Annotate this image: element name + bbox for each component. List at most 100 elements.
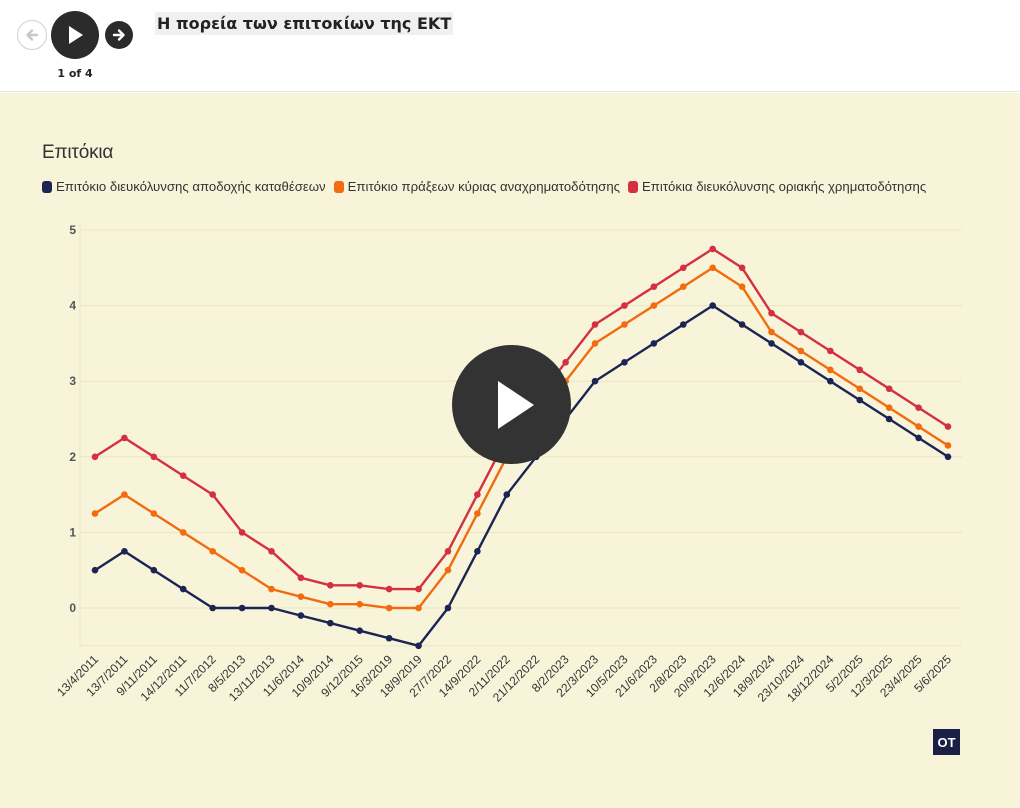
- data-point: [385, 585, 393, 593]
- data-point: [91, 566, 99, 574]
- data-point: [856, 396, 864, 404]
- data-point: [150, 510, 158, 517]
- data-point: [562, 359, 569, 366]
- publisher-logo: OT: [933, 729, 960, 755]
- play-icon: [69, 26, 83, 44]
- data-point: [268, 604, 275, 612]
- series-line-1: [94, 304, 949, 647]
- data-point: [591, 321, 599, 328]
- data-point: [415, 604, 422, 612]
- chart-legend: Επιτόκιο διευκόλυνσης αποδοχής καταθέσεω…: [42, 179, 926, 194]
- data-point: [738, 283, 746, 290]
- data-point: [179, 529, 187, 536]
- data-point: [327, 619, 334, 627]
- data-point: [327, 582, 334, 589]
- data-point: [679, 321, 687, 328]
- data-point: [474, 491, 481, 498]
- chart-title: Επιτόκια: [42, 142, 114, 163]
- data-point: [797, 328, 805, 336]
- data-point: [709, 264, 716, 272]
- data-point: [827, 347, 834, 355]
- story-toolbar: 1 of 4 Η πορεία των επιτοκίων της ΕΚΤ: [0, 0, 1020, 92]
- legend-swatch: [333, 180, 344, 193]
- data-point: [415, 642, 422, 650]
- data-point: [474, 548, 481, 555]
- data-point: [209, 604, 216, 612]
- data-point: [827, 377, 834, 385]
- y-tick-label: 4: [69, 299, 76, 313]
- data-point: [738, 321, 746, 328]
- y-tick-label: 3: [69, 374, 76, 388]
- data-point: [768, 309, 775, 317]
- data-point: [856, 385, 864, 393]
- data-point: [709, 245, 716, 253]
- data-point: [91, 510, 99, 517]
- next-button[interactable]: [105, 21, 133, 49]
- play-icon: [497, 380, 534, 429]
- data-point: [621, 359, 628, 366]
- data-point: [121, 491, 128, 498]
- arrow-left-icon: [26, 29, 39, 41]
- data-point: [356, 627, 364, 634]
- data-point: [297, 612, 305, 619]
- data-point: [679, 264, 687, 272]
- data-point: [268, 548, 275, 555]
- data-point: [150, 453, 158, 461]
- data-point: [356, 600, 364, 608]
- video-play-overlay-button[interactable]: [452, 345, 571, 464]
- legend-item-marginal-lending[interactable]: Επιτόκια διευκόλυνσης οριακής χρηματοδότ…: [628, 179, 926, 194]
- data-point: [385, 634, 393, 642]
- data-point: [179, 472, 187, 480]
- data-point: [621, 302, 628, 309]
- y-tick-label: 0: [69, 601, 76, 615]
- data-point: [709, 302, 716, 309]
- data-point: [150, 566, 158, 574]
- data-point: [444, 566, 452, 574]
- legend-swatch: [42, 180, 52, 193]
- data-point: [885, 415, 893, 423]
- data-point: [797, 359, 805, 366]
- previous-button[interactable]: [17, 20, 47, 50]
- story-title: Η πορεία των επιτοκίων της ΕΚΤ: [155, 12, 454, 35]
- data-point: [209, 491, 216, 498]
- data-point: [238, 529, 246, 536]
- legend-label: Επιτόκιο διευκόλυνσης αποδοχής καταθέσεω…: [56, 179, 326, 194]
- data-point: [621, 321, 628, 328]
- data-point: [885, 385, 893, 393]
- data-point: [474, 510, 481, 517]
- data-point: [268, 585, 275, 593]
- y-tick-label: 1: [69, 525, 76, 539]
- legend-label: Επιτόκια διευκόλυνσης οριακής χρηματοδότ…: [642, 179, 927, 194]
- data-point: [121, 434, 128, 442]
- data-point: [444, 548, 452, 555]
- data-point: [797, 347, 805, 355]
- legend-item-main-refinancing[interactable]: Επιτόκιο πράξεων κύριας αναχρηματοδότηση…: [333, 179, 621, 194]
- chart-panel: Επιτόκια Επιτόκιο διευκόλυνσης αποδοχής …: [0, 93, 1020, 808]
- data-point: [591, 377, 599, 385]
- data-point: [238, 604, 246, 612]
- data-point: [444, 604, 452, 612]
- data-point: [827, 366, 834, 374]
- data-point: [679, 283, 687, 290]
- data-point: [915, 434, 922, 442]
- play-button[interactable]: [51, 11, 99, 59]
- legend-item-deposit-facility[interactable]: Επιτόκιο διευκόλυνσης αποδοχής καταθέσεω…: [42, 179, 326, 194]
- data-point: [503, 491, 511, 498]
- data-point: [297, 593, 305, 600]
- line-chart: 01234513/4/201113/7/20119/11/201114/12/2…: [54, 223, 962, 705]
- data-point: [327, 600, 334, 608]
- data-point: [91, 453, 99, 461]
- data-point: [650, 302, 658, 309]
- data-point: [297, 574, 305, 582]
- legend-label: Επιτόκιο πράξεων κύριας αναχρηματοδότηση…: [347, 179, 621, 194]
- data-point: [385, 604, 393, 612]
- data-point: [944, 453, 952, 461]
- y-tick-label: 2: [69, 450, 76, 464]
- data-point: [915, 404, 922, 411]
- data-point: [591, 340, 599, 347]
- data-point: [650, 283, 658, 290]
- data-point: [238, 566, 246, 574]
- data-point: [885, 404, 893, 411]
- data-point: [944, 442, 952, 449]
- arrow-right-icon: [112, 29, 125, 41]
